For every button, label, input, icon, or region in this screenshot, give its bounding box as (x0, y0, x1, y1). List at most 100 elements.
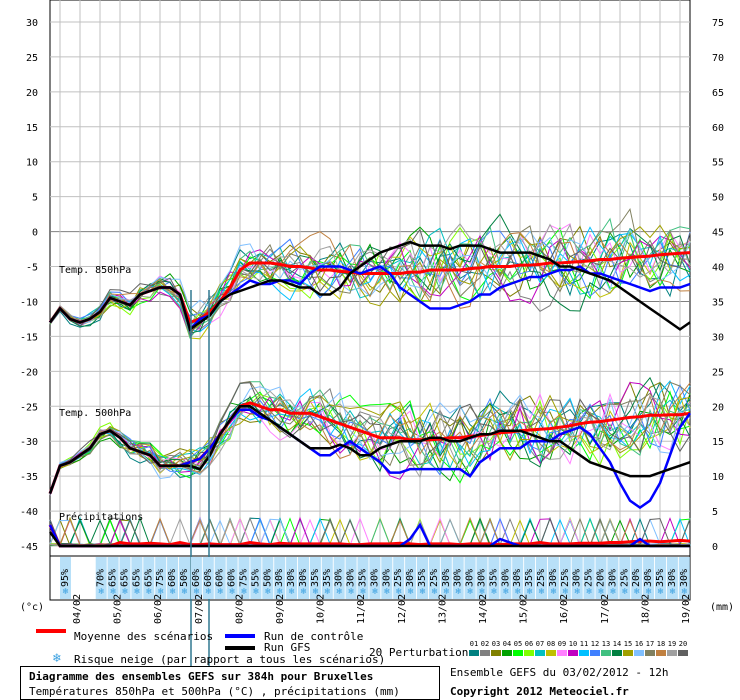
perturbation-15: 15 (623, 640, 633, 648)
perturbation-swatches: 01 02 03 04 05 06 07 08 09 10 11 12 13 14 15 16 17 18 19 20 (469, 640, 689, 658)
snowflake-icon: ❄ (455, 587, 461, 597)
snow-risk-value: 65% (131, 569, 142, 587)
snow-risk-cell (512, 557, 524, 599)
left-tick-label: -20 (20, 367, 38, 378)
chart-grid (49, 0, 691, 601)
snowflake-icon: ❄ (682, 587, 688, 597)
snow-risk-cell (571, 557, 583, 599)
snow-risk-cell (250, 557, 262, 599)
legend-mean (36, 629, 66, 633)
perturbation-swatch (491, 650, 501, 656)
perturbation-swatch (557, 650, 567, 656)
snowflake-icon: ❄ (265, 587, 271, 597)
date-axis: 04/02 05/02 06/02 07/02 08/02 09/02 10/02 11/02… (72, 594, 692, 624)
right-tick-label: 60 (712, 123, 724, 134)
snow-risk-cell (190, 557, 202, 599)
snow-risk-cell (607, 557, 619, 599)
snowflake-icon: ❄ (170, 587, 176, 597)
member-t500-line (49, 386, 691, 493)
snow-risk-value: 30% (512, 569, 523, 587)
snow-risk-cell (286, 557, 298, 599)
snow-risk-cell (345, 557, 357, 599)
snow-risk-cell (666, 557, 678, 599)
legend-snow-label: Risque neige (par rapport a tous les scé… (74, 653, 386, 666)
date-tick-label: 14/02 (478, 594, 489, 624)
snowflake-icon: ❄ (503, 587, 509, 597)
snowflake-icon: ❄ (384, 587, 390, 597)
snow-risk-value: 30% (572, 569, 583, 587)
snow-risk-cell (226, 557, 238, 599)
snowflake-icon: ❄ (98, 587, 104, 597)
date-tick-label: 10/02 (316, 594, 327, 624)
right-tick-label: 50 (712, 193, 724, 204)
date-tick-label: 19/02 (681, 594, 692, 624)
snow-risk-cell (583, 557, 595, 599)
perturbation-swatch (568, 650, 578, 656)
snow-risk-cell (298, 557, 309, 599)
perturbation-01: 01 (469, 640, 479, 648)
snow-risk-cell (95, 557, 107, 599)
snow-risk-value: 65% (120, 569, 131, 587)
snowflake-icon: ❄ (289, 587, 295, 597)
snow-risk-value: 35% (488, 569, 499, 587)
legend-control (225, 634, 255, 638)
snowflake-icon: ❄ (110, 587, 116, 597)
date-tick-label: 15/02 (519, 594, 530, 624)
snow-risk-value: 30% (381, 569, 392, 587)
perturbation-swatch (612, 650, 622, 656)
snow-risk-cell (655, 557, 666, 599)
chart-title: Diagramme des ensembles GEFS sur 384h po… (29, 670, 374, 683)
snowflake-icon: ❄ (515, 587, 521, 597)
snow-risk-value: 35% (322, 569, 333, 587)
snow-risk-cell (547, 557, 559, 599)
snow-risk-cell (417, 557, 428, 599)
snow-risk-value: 50% (262, 569, 273, 587)
right-tick-label: 15 (712, 437, 724, 448)
snow-risk-cell (179, 557, 190, 599)
snowflake-icon: ❄ (670, 587, 676, 597)
chart-subtitle: Températures 850hPa et 500hPa (°C) , pré… (29, 685, 400, 698)
snow-risk-value: 60% (215, 569, 226, 587)
date-tick-label: 08/02 (234, 594, 245, 624)
snow-risk-value: 75% (239, 569, 250, 587)
snow-risk-cell (321, 557, 333, 599)
snow-risk-cell (536, 557, 547, 599)
right-tick-label: 40 (712, 263, 724, 274)
right-tick-label: 10 (712, 472, 724, 483)
t500-label: Temp. 500hPa (59, 408, 131, 419)
snow-risk-cell (476, 557, 488, 599)
snow-risk-value: 25% (619, 569, 630, 587)
snow-risk-value: 30% (274, 569, 285, 587)
right-tick-label: 75 (712, 18, 724, 29)
snow-risk-value: 35% (310, 569, 321, 587)
perturbation-14: 14 (612, 640, 622, 648)
snow-risk-cell (131, 557, 143, 599)
snowflake-icon: ❄ (420, 587, 426, 597)
snow-risk-cell (559, 557, 571, 599)
snow-risk-row: 95%❄70%❄65%❄65%❄65%❄65%❄75%❄60%❄50%❄60%❄… (60, 557, 690, 599)
right-tick-label: 45 (712, 228, 724, 239)
snowflake-icon: ❄ (122, 587, 128, 597)
snowflake-icon: ❄ (551, 587, 557, 597)
snowflake-icon: ❄ (408, 587, 414, 597)
snow-risk-value: 35% (655, 569, 666, 587)
snowflake-icon: ❄ (539, 587, 545, 597)
perturbation-16: 16 (634, 640, 644, 648)
perturbation-swatch (579, 650, 589, 656)
snow-risk-cell (369, 557, 381, 599)
perturbation-06: 06 (524, 640, 534, 648)
snow-risk-value: 30% (643, 569, 654, 587)
perturbation-swatch (623, 650, 633, 656)
right-axis-unit: (mm) (710, 602, 734, 613)
snowflake-icon: ❄ (622, 587, 628, 597)
member-t500-line (49, 393, 691, 493)
legend-control-label: Run de contrôle (264, 630, 364, 643)
left-tick-label: 5 (32, 193, 38, 204)
snow-risk-value: 30% (465, 569, 476, 587)
snowflake-icon: ❄ (217, 587, 223, 597)
snowflake-icon: ❄ (182, 587, 188, 597)
snowflake-icon: ❄ (63, 587, 69, 597)
date-tick-label: 07/02 (194, 594, 205, 624)
